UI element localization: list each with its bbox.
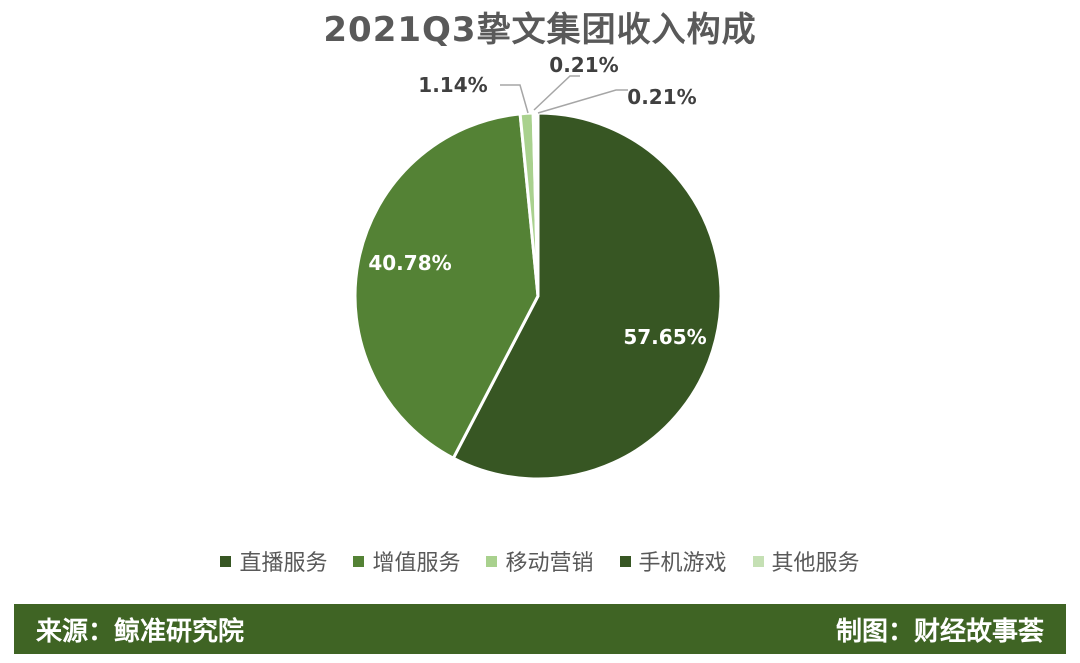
legend-item-2: 增值服务 [353, 545, 460, 577]
pie-chart: 57.65% 40.78% 1.14% 0.21% 0.21% [353, 53, 723, 481]
credit-text: 制图：财经故事荟 [835, 616, 1044, 647]
data-label-1: 57.65% [623, 325, 706, 349]
data-label-3: 1.14% [418, 73, 487, 97]
legend-label: 直播服务 [239, 551, 328, 576]
legend-swatch [752, 555, 764, 567]
pie-slice-5 [534, 111, 540, 297]
leader-line-5 [537, 89, 628, 114]
legend-item-4: 手机游戏 [619, 545, 727, 577]
data-label-4: 0.21% [549, 53, 618, 77]
leader-line-3 [500, 84, 529, 114]
chart-legend: 直播服务 增值服务 移动营销 手机游戏 其他服务 [0, 545, 1080, 577]
pie-slice-1 [451, 111, 723, 481]
legend-label: 移动营销 [505, 551, 594, 576]
data-label-2: 40.78% [368, 251, 451, 275]
legend-label: 其他服务 [771, 551, 860, 576]
legend-item-5: 其他服务 [752, 545, 860, 577]
legend-item-3: 移动营销 [486, 545, 594, 577]
footer-bar: 来源：鲸准研究院 制图：财经故事荟 [14, 604, 1066, 654]
legend-label: 手机游戏 [638, 551, 727, 576]
legend-swatch [619, 555, 631, 567]
leader-line-4 [533, 75, 580, 111]
legend-swatch [486, 555, 498, 567]
legend-label: 增值服务 [372, 551, 461, 576]
data-label-5: 0.21% [627, 85, 696, 109]
source-text: 来源：鲸准研究院 [36, 616, 245, 647]
chart-title: 2021Q3挚文集团收入构成 [323, 10, 757, 50]
legend-swatch [353, 555, 365, 567]
legend-swatch [220, 555, 232, 567]
pie-slice-2 [353, 112, 540, 461]
legend-item-1: 直播服务 [220, 545, 327, 577]
